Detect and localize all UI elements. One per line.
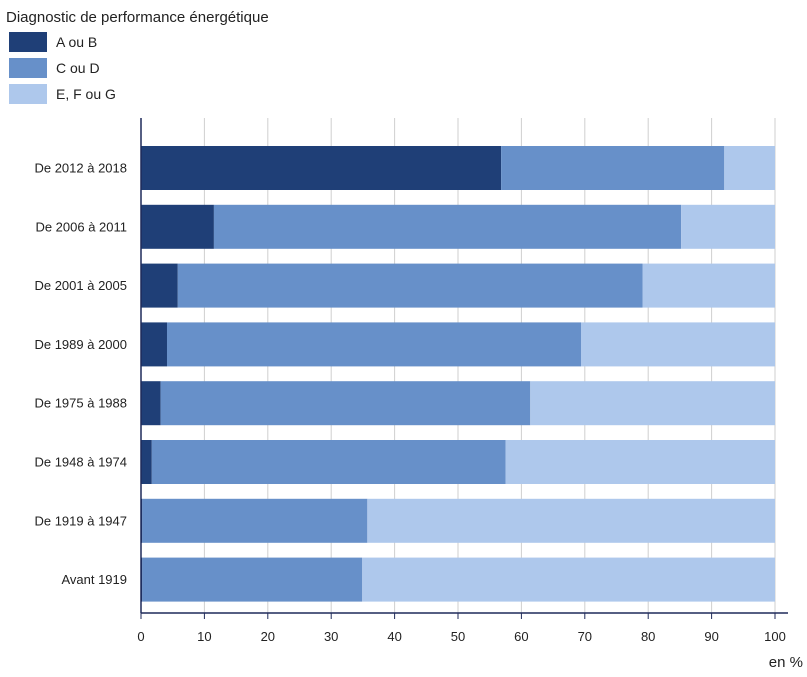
- bars: [141, 146, 775, 602]
- bar-segment: [166, 322, 581, 367]
- x-tick-label: 30: [324, 629, 338, 644]
- category-label: De 1948 à 1974: [34, 455, 127, 470]
- legend-swatch: [9, 32, 47, 52]
- bar-segment: [530, 381, 775, 426]
- bar-segment: [501, 146, 725, 190]
- bar-segment: [177, 263, 643, 308]
- bar-segment: [142, 498, 368, 543]
- category-label: De 1975 à 1988: [34, 396, 127, 411]
- bar-segment: [151, 440, 506, 484]
- category-label: De 2012 à 2018: [34, 161, 127, 176]
- bar-segment: [642, 263, 775, 308]
- x-tick-label: 10: [197, 629, 211, 644]
- bar-segment: [142, 557, 363, 602]
- category-label: De 1989 à 2000: [34, 337, 127, 352]
- bar-segment: [141, 322, 167, 367]
- legend-label: C ou D: [56, 60, 100, 76]
- x-tick-label: 20: [261, 629, 275, 644]
- x-axis-unit-label: en %: [769, 654, 803, 671]
- x-tick-label: 60: [514, 629, 528, 644]
- legend-label: A ou B: [56, 34, 97, 50]
- x-tick-label: 100: [764, 629, 786, 644]
- category-label: De 2006 à 2011: [35, 219, 127, 234]
- legend-title: Diagnostic de performance énergétique: [6, 9, 269, 26]
- x-tick-label: 40: [387, 629, 401, 644]
- bar-segment: [141, 263, 178, 308]
- bar-segment: [141, 381, 161, 426]
- x-tick-label: 0: [137, 629, 144, 644]
- bar-segment: [367, 498, 775, 543]
- category-label: Avant 1919: [61, 572, 127, 587]
- bar-segment: [141, 204, 214, 249]
- legend-label: E, F ou G: [56, 86, 116, 102]
- bar-segment: [724, 146, 775, 190]
- bar-segment: [160, 381, 531, 426]
- bar-segment: [141, 146, 502, 190]
- x-tick-label: 50: [451, 629, 465, 644]
- x-tick-label: 90: [704, 629, 718, 644]
- bar-segment: [213, 204, 682, 249]
- bar-segment: [141, 440, 152, 484]
- bar-segment: [580, 322, 775, 367]
- category-label: De 1919 à 1947: [34, 513, 127, 528]
- legend-swatch: [9, 58, 47, 78]
- bar-segment: [505, 440, 775, 484]
- x-tick-label: 70: [578, 629, 592, 644]
- bar-segment: [681, 204, 775, 249]
- legend-swatch: [9, 84, 47, 104]
- category-label: De 2001 à 2005: [34, 278, 127, 293]
- y-axis: De 2012 à 2018 De 2006 à 2011 De 2001 à 20…: [34, 118, 142, 613]
- bar-segment: [362, 557, 775, 602]
- legend: A ou B C ou D E, F ou G: [9, 32, 116, 104]
- x-tick-label: 80: [641, 629, 655, 644]
- x-axis: 0 10 20 30 40 50 60 70 80 90 100: [137, 612, 788, 644]
